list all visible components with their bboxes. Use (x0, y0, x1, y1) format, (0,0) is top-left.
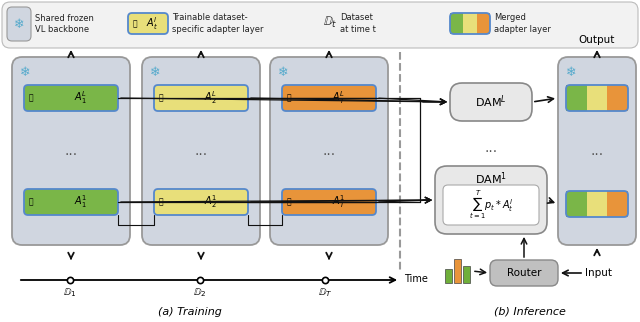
FancyBboxPatch shape (24, 189, 118, 215)
FancyBboxPatch shape (12, 57, 130, 245)
Text: ...: ... (65, 144, 77, 158)
Text: Trainable dataset-
specific adapter layer: Trainable dataset- specific adapter laye… (172, 13, 264, 34)
FancyBboxPatch shape (24, 85, 118, 111)
FancyBboxPatch shape (282, 189, 376, 215)
FancyBboxPatch shape (2, 2, 638, 48)
FancyBboxPatch shape (443, 185, 539, 225)
Text: $A_1^1$: $A_1^1$ (74, 194, 87, 210)
Bar (587, 85, 607, 111)
FancyBboxPatch shape (154, 189, 248, 215)
FancyBboxPatch shape (270, 57, 388, 245)
Text: Input: Input (585, 268, 612, 278)
FancyBboxPatch shape (450, 83, 532, 121)
Text: $\mathbb{D}_2$: $\mathbb{D}_2$ (193, 287, 207, 299)
Bar (463, 13, 477, 34)
FancyBboxPatch shape (142, 57, 260, 245)
Bar (566, 191, 587, 217)
Text: ❄: ❄ (566, 65, 576, 79)
Text: ❄: ❄ (20, 65, 30, 79)
Text: Output: Output (579, 35, 615, 45)
Text: (a) Training: (a) Training (158, 307, 222, 317)
Text: $A_2^1$: $A_2^1$ (204, 194, 217, 210)
Text: ...: ... (591, 144, 604, 158)
Text: Merged
adapter layer: Merged adapter layer (494, 13, 551, 34)
Text: $A_t^l$: $A_t^l$ (146, 15, 158, 32)
Text: Time: Time (404, 274, 428, 284)
Text: $A_1^L$: $A_1^L$ (74, 90, 87, 106)
Bar (477, 13, 490, 34)
Text: 🔥: 🔥 (287, 93, 292, 102)
Text: $A_2^L$: $A_2^L$ (204, 90, 217, 106)
Bar (450, 13, 463, 34)
Text: 🔥: 🔥 (159, 93, 164, 102)
Text: Router: Router (507, 268, 541, 278)
FancyBboxPatch shape (490, 260, 558, 286)
Bar (607, 191, 628, 217)
Text: 🔥: 🔥 (133, 19, 138, 28)
FancyBboxPatch shape (282, 85, 376, 111)
Bar (587, 191, 607, 217)
Text: ❄: ❄ (278, 65, 288, 79)
Text: Dataset
at time t: Dataset at time t (340, 13, 376, 34)
Text: Shared frozen
VL backbone: Shared frozen VL backbone (35, 14, 94, 34)
FancyBboxPatch shape (558, 57, 636, 245)
FancyBboxPatch shape (7, 7, 31, 41)
FancyBboxPatch shape (435, 166, 547, 234)
Text: 🔥: 🔥 (287, 197, 292, 206)
Text: (b) Inference: (b) Inference (494, 307, 566, 317)
Text: ❄: ❄ (13, 17, 24, 31)
Text: DAM$^1$: DAM$^1$ (475, 171, 507, 187)
Bar (607, 85, 628, 111)
FancyBboxPatch shape (128, 13, 168, 34)
Bar (454, 259, 461, 283)
Text: ❄: ❄ (150, 65, 160, 79)
Text: 🔥: 🔥 (29, 197, 34, 206)
Text: $A_T^L$: $A_T^L$ (332, 90, 345, 106)
Text: 🔥: 🔥 (159, 197, 164, 206)
Text: 🔥: 🔥 (29, 93, 34, 102)
Bar (566, 85, 587, 111)
Bar (445, 269, 452, 283)
FancyBboxPatch shape (154, 85, 248, 111)
Text: $\mathbb{D}_1$: $\mathbb{D}_1$ (63, 287, 77, 299)
Text: $\mathbb{D}_t$: $\mathbb{D}_t$ (323, 14, 338, 30)
Text: $\mathbb{D}_T$: $\mathbb{D}_T$ (318, 287, 332, 299)
Text: ...: ... (484, 141, 497, 155)
Bar (463, 266, 470, 283)
Text: $\sum_{t=1}^{T} p_t * A_t^l$: $\sum_{t=1}^{T} p_t * A_t^l$ (468, 189, 513, 222)
Text: DAM$^L$: DAM$^L$ (475, 94, 507, 110)
Text: $A_T^1$: $A_T^1$ (332, 194, 345, 210)
Text: ...: ... (323, 144, 335, 158)
Text: ...: ... (195, 144, 207, 158)
